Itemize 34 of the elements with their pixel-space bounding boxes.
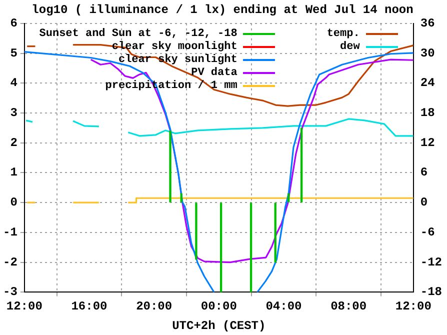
x-tick-label: 00:00 xyxy=(200,299,237,314)
legend-label: PV data xyxy=(191,66,238,79)
x-tick-label: 04:00 xyxy=(266,299,302,314)
x-tick-label: 12:00 xyxy=(395,299,432,314)
y-tick-label: -2 xyxy=(2,255,18,270)
y2-tick-label: 24 xyxy=(420,76,435,90)
y-tick-label: 2 xyxy=(10,136,18,150)
y-tick-label: 0 xyxy=(10,196,18,210)
y-tick-label: 1 xyxy=(10,166,18,180)
y-tick-label: 6 xyxy=(10,16,18,30)
x-axis-title: UTC+2h (CEST) xyxy=(172,318,266,333)
legend-label: dew xyxy=(340,40,360,53)
x-tick-label: 20:00 xyxy=(136,299,172,314)
y2-tick-label: 6 xyxy=(420,166,428,180)
legend-label: clear sky moonlight xyxy=(112,40,238,53)
y-tick-label: -3 xyxy=(2,285,18,300)
y-tick-label: 4 xyxy=(10,76,18,90)
y2-tick-label: 36 xyxy=(420,16,435,30)
x-tick-label: 08:00 xyxy=(330,299,367,314)
y2-tick-label: 0 xyxy=(420,196,428,210)
y2-tick-label: -18 xyxy=(420,285,442,300)
y2-tick-label: -6 xyxy=(420,225,435,240)
x-tick-label: 12:00 xyxy=(6,299,42,314)
legend-label: temp. xyxy=(326,28,360,40)
chart-title: log10 ( illuminance / 1 lx) ending at Wed Jul 14 noon xyxy=(32,3,414,18)
legend-label: Sunset and Sun at -6, -12, -18 xyxy=(39,28,238,40)
y-tick-label: 3 xyxy=(10,106,18,120)
y-tick-label: 5 xyxy=(10,46,18,60)
y-tick-label: -1 xyxy=(2,225,18,240)
y2-tick-label: 12 xyxy=(420,136,435,150)
y2-tick-label: 30 xyxy=(420,46,435,60)
x-tick-label: 16:00 xyxy=(71,299,108,314)
y2-tick-label: -12 xyxy=(420,255,442,270)
y2-tick-label: 18 xyxy=(420,106,435,120)
